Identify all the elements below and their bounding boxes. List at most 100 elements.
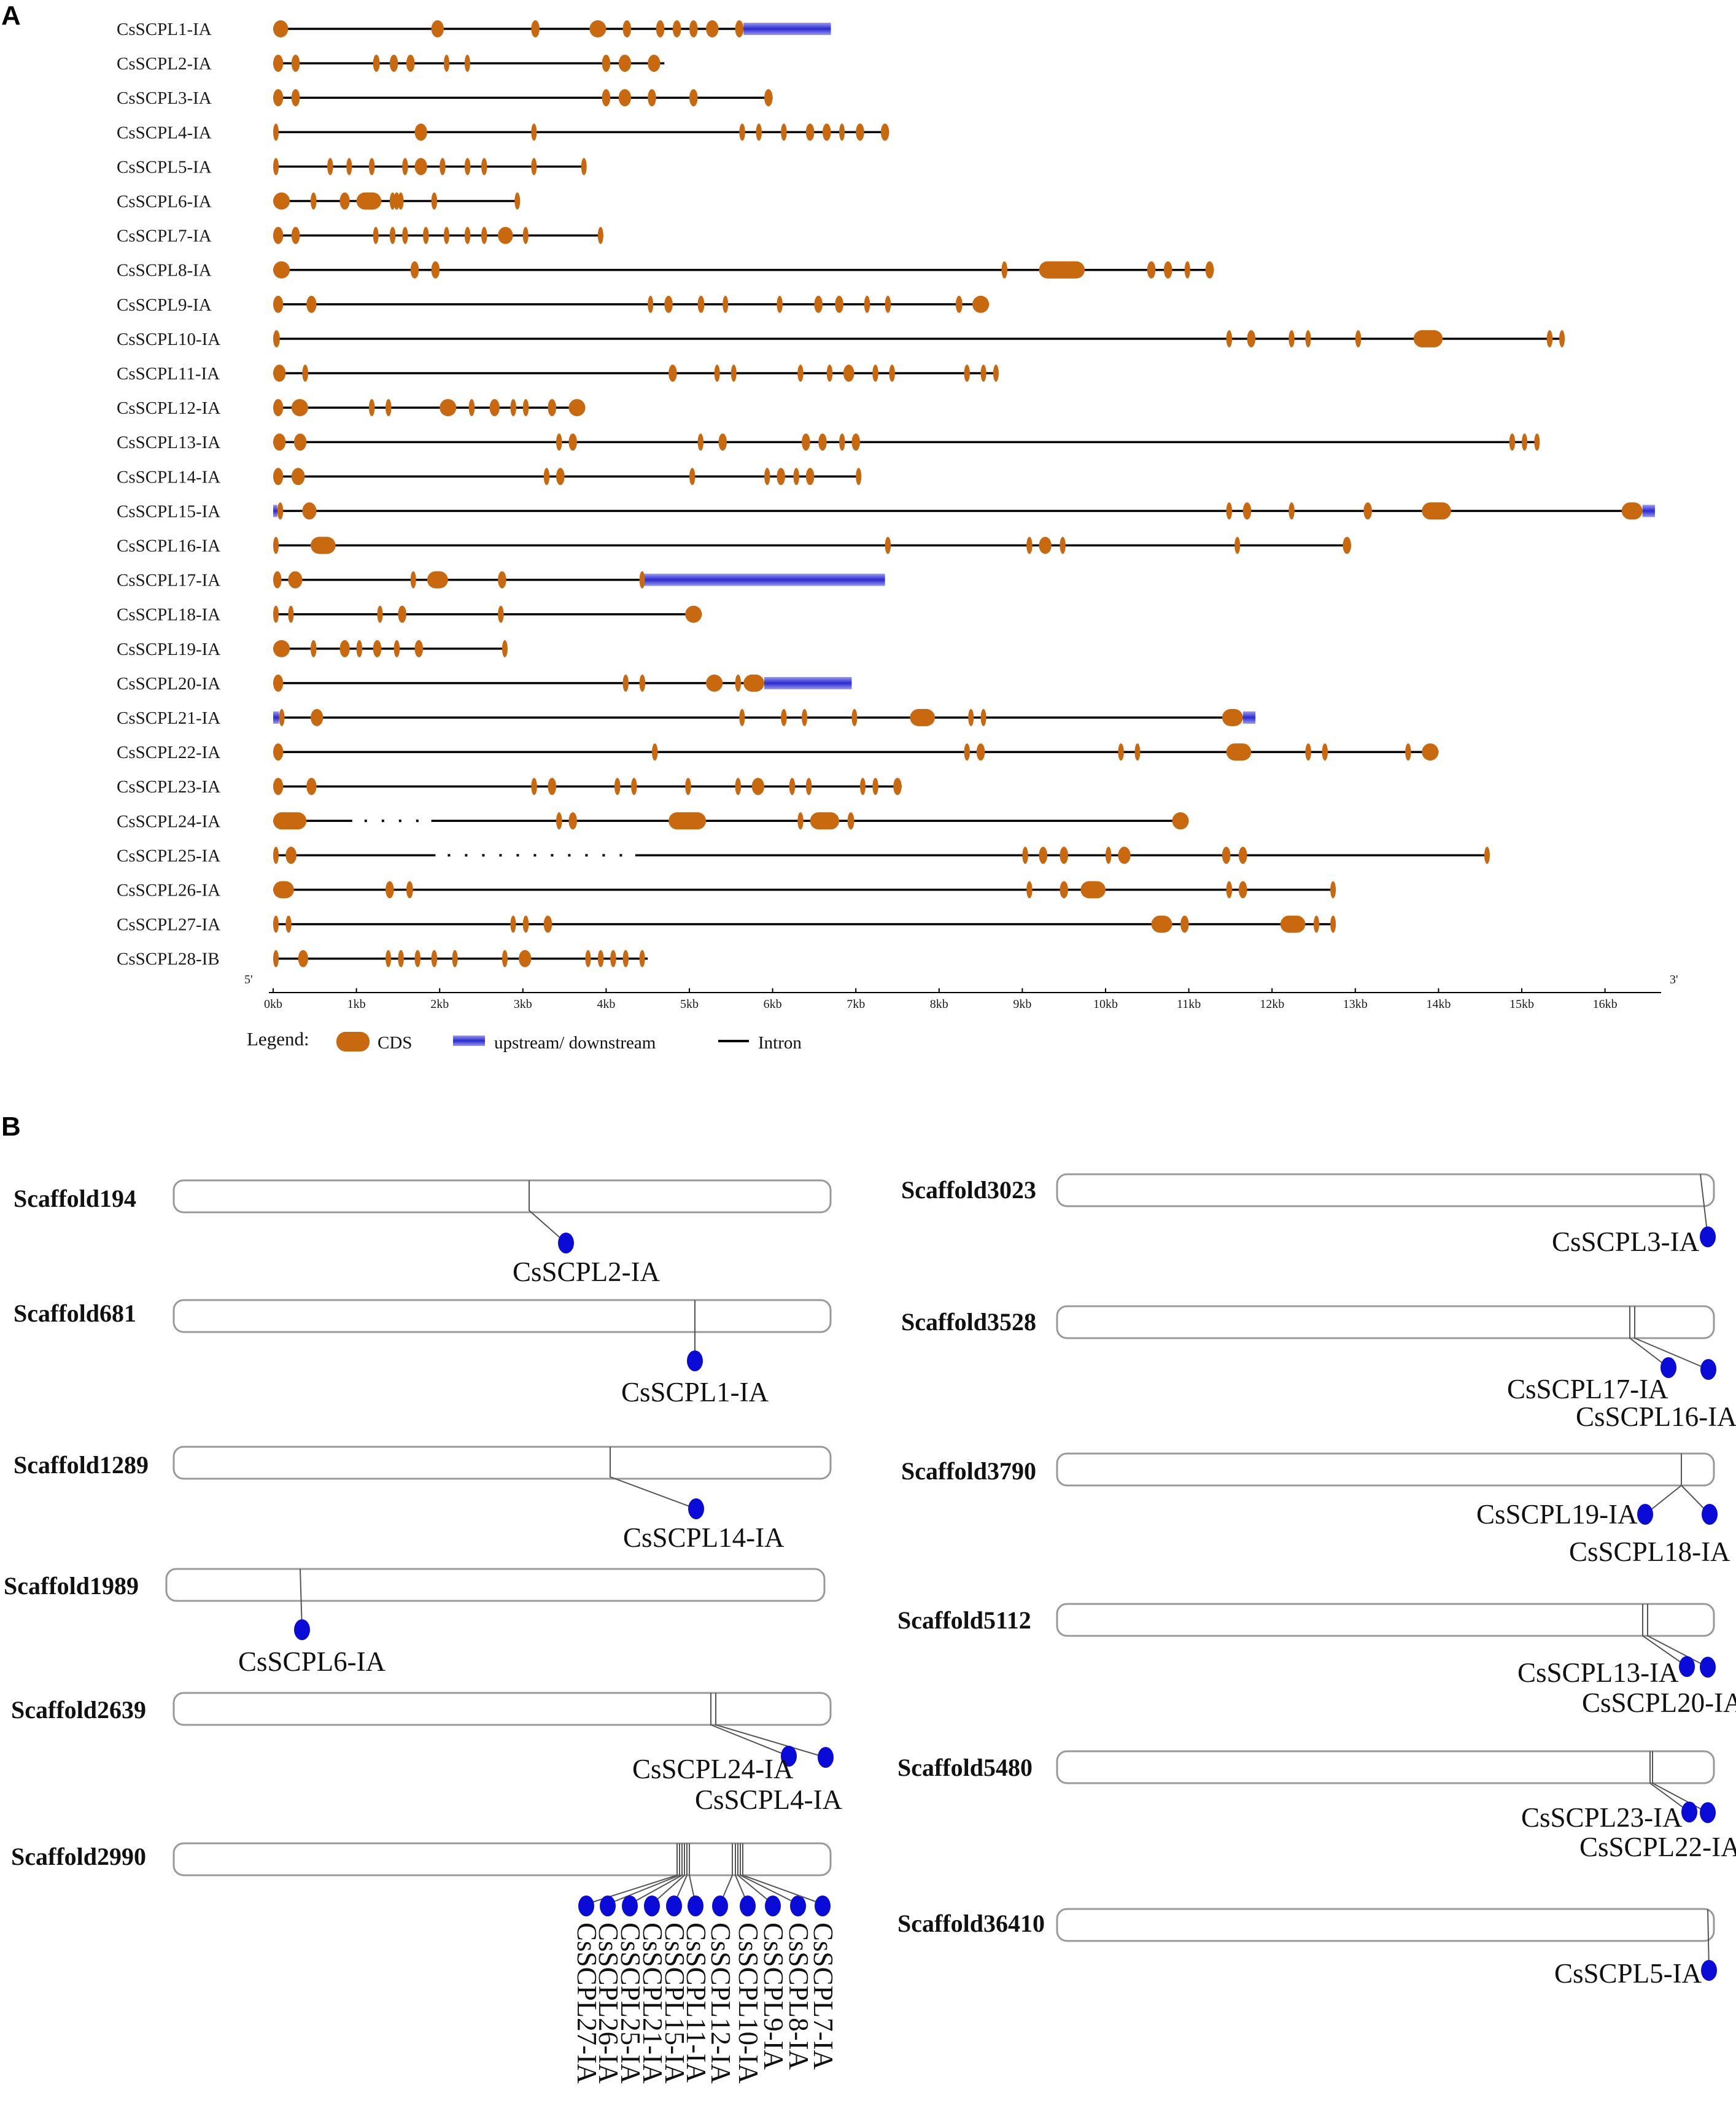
gene-location-label: CsSCPL15-IA	[659, 1923, 690, 2084]
cds-exon	[1247, 330, 1256, 347]
scaffold-bar	[172, 1299, 832, 1333]
scaffold-label: Scaffold2639	[11, 1696, 146, 1724]
gene-connector	[737, 1843, 773, 1905]
cds-exon	[273, 399, 284, 417]
axis-tick-label: 11kb	[1177, 997, 1201, 1011]
cds-exon	[648, 55, 661, 72]
gene-row: CsSCPL19-IA	[117, 640, 508, 659]
cds-exon	[872, 778, 878, 796]
cds-exon	[273, 158, 279, 176]
cds-exon	[1238, 881, 1247, 899]
cds-exon	[568, 399, 586, 417]
cds-exon	[976, 743, 985, 761]
cds-exon	[273, 123, 279, 141]
cds-exon	[1534, 433, 1540, 451]
cds-exon	[851, 709, 858, 726]
gene-row: CsSCPL6-IA	[117, 192, 521, 212]
cds-exon	[810, 812, 840, 830]
cds-exon	[1039, 846, 1048, 864]
gene-row: CsSCPL16-IA	[117, 536, 1352, 556]
gene-name: CsSCPL23-IA	[117, 777, 220, 797]
cds-exon	[910, 709, 936, 726]
axis-tick-label: 9kb	[1013, 997, 1031, 1011]
axis-tick-label: 0kb	[264, 997, 282, 1011]
cds-exon	[1322, 743, 1328, 761]
gene-row: CsSCPL21-IA	[117, 708, 1256, 728]
gene-marker	[781, 1746, 797, 1767]
scaffold-3790: Scaffold3790 CsSCPL19-IA CsSCPL18-IA	[901, 1452, 1730, 1567]
gene-structure-rows: CsSCPL1-IA CsSCPL2-IA CsSCPL3-IA CsSCPL4-IA…	[117, 20, 1655, 969]
cds-exon	[414, 158, 427, 176]
cds-exon	[514, 192, 521, 210]
cds-exon	[1039, 261, 1085, 279]
cds-exon	[1413, 330, 1443, 347]
cds-exon	[802, 709, 808, 726]
cds-exon	[273, 192, 290, 210]
cds-exon	[714, 365, 720, 382]
scaffold-bar	[172, 1842, 832, 1876]
cds-exon	[1222, 709, 1243, 726]
scaffold-label: Scaffold36410	[897, 1910, 1045, 1937]
cds-exon	[293, 433, 307, 451]
cds-exon	[964, 365, 970, 382]
cds-exon	[1355, 330, 1362, 347]
cds-exon	[805, 123, 815, 141]
cds-exon	[1060, 881, 1068, 899]
cds-exon	[764, 89, 773, 107]
gene-location-label: CsSCPL4-IA	[695, 1784, 843, 1815]
legend-cds-label: CDS	[378, 1033, 412, 1053]
gene-row: CsSCPL17-IA	[117, 571, 885, 591]
cds-exon	[414, 950, 421, 967]
cds-exon	[1226, 502, 1233, 520]
gene-row: CsSCPL20-IA	[117, 674, 852, 694]
scaffold-bar	[172, 1692, 832, 1726]
three-prime-label: 3'	[1670, 973, 1678, 986]
cds-exon	[656, 20, 665, 37]
cds-exon	[706, 20, 719, 37]
cds-exon	[356, 640, 363, 657]
cds-exon	[402, 227, 408, 244]
gene-row: CsSCPL26-IA	[117, 881, 1336, 900]
cds-exon	[856, 468, 862, 486]
cds-exon	[1226, 743, 1252, 761]
cds-exon	[685, 778, 691, 796]
cds-exon	[1163, 261, 1172, 279]
cds-exon	[672, 20, 681, 37]
cds-exon	[993, 365, 999, 382]
gene-marker	[1700, 1802, 1716, 1823]
utr-region	[273, 505, 277, 517]
scaffold-label: Scaffold681	[14, 1299, 136, 1327]
cds-exon	[618, 89, 632, 107]
gene-location-label: CsSCPL23-IA	[1521, 1802, 1683, 1833]
cds-exon	[368, 399, 375, 417]
gene-location-label: CsSCPL18-IA	[1569, 1536, 1730, 1567]
cds-exon	[402, 158, 408, 176]
cds-exon	[1151, 915, 1172, 933]
scaffold-5480: Scaffold5480 CsSCPL23-IA CsSCPL22-IA	[897, 1750, 1736, 1862]
cds-exon	[1222, 846, 1231, 864]
cds-exon	[373, 227, 379, 244]
scaffold-bar	[165, 1568, 826, 1602]
cds-exon	[1060, 536, 1066, 554]
cds-exon	[431, 20, 444, 37]
gene-location-label: CsSCPL3-IA	[1552, 1226, 1700, 1257]
cds-exon	[556, 468, 565, 486]
gene-row: CsSCPL28-IB	[117, 950, 648, 969]
cds-exon	[764, 468, 770, 486]
cds-exon	[1305, 330, 1311, 347]
cds-exon	[298, 950, 308, 967]
cds-exon	[548, 399, 557, 417]
gene-marker	[1700, 1226, 1716, 1247]
utr-region	[273, 711, 279, 724]
gene-location-label: CsSCPL12-IA	[705, 1923, 736, 2084]
cds-exon	[610, 950, 616, 967]
cds-exon	[427, 571, 448, 589]
cds-exon	[311, 640, 317, 657]
cds-exon	[285, 846, 296, 864]
cds-exon	[489, 399, 500, 417]
cds-exon	[431, 950, 438, 967]
cds-exon	[406, 881, 413, 899]
scaffold-label: Scaffold1289	[14, 1451, 149, 1479]
cds-exon	[291, 468, 305, 486]
